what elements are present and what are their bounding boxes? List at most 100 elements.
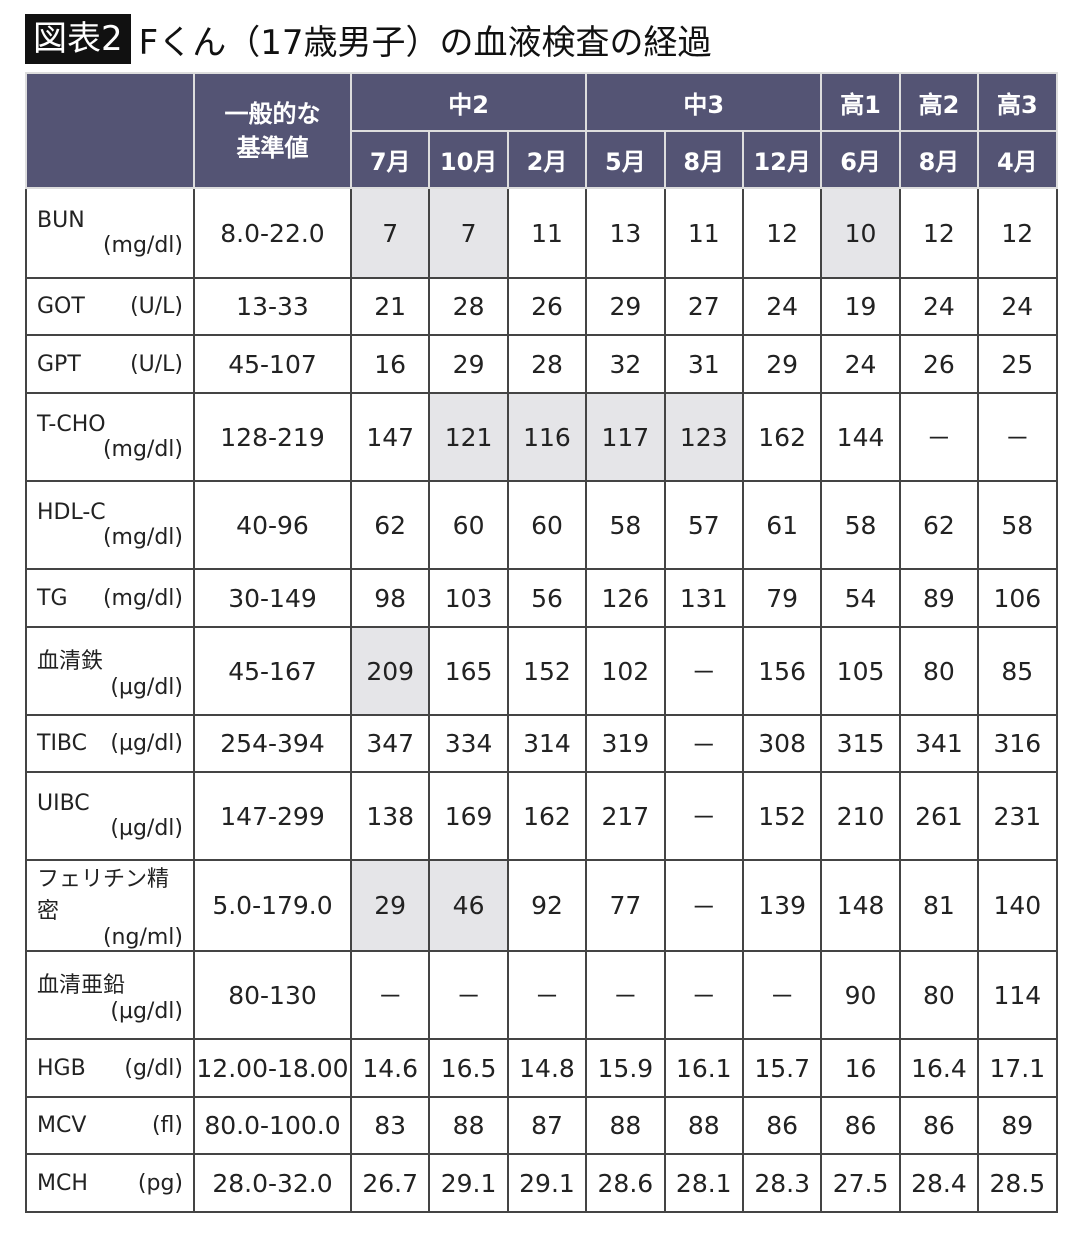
value-cell: 144 [820, 392, 901, 482]
value-cell: － [663, 626, 744, 716]
row-name: フェリチン精密 [37, 867, 170, 924]
value-cell: 10 [820, 187, 901, 279]
reference-range: 30-149 [193, 568, 352, 628]
value-cell: － [663, 950, 744, 1040]
value-cell: 162 [741, 392, 823, 482]
row-unit: (µg/dl) [110, 998, 183, 1024]
row-label: フェリチン精密 (ng/ml) [25, 859, 195, 952]
value-cell: 138 [349, 771, 431, 861]
header-row-groups: 一般的な 基準値 中2 中3 高1 高2 高3 [25, 72, 1058, 189]
reference-range: 128-219 [193, 392, 352, 482]
value-cell: 117 [585, 392, 666, 482]
value-cell: 26.7 [349, 1153, 431, 1213]
value-cell: 25 [977, 334, 1058, 394]
value-cell: 83 [349, 1096, 431, 1155]
reference-range: 12.00-18.00 [193, 1038, 352, 1098]
value-cell: 60 [428, 480, 509, 570]
table-row: TIBC (µg/dl) 254-394 347 334 314 319 － 308 315 341… [25, 714, 1058, 773]
header-month: 12月 [741, 130, 823, 189]
table-row: MCV (fl) 80.0-100.0 83 88 87 88 88 86 86 86 89 [25, 1096, 1058, 1155]
reference-range: 8.0-22.0 [193, 187, 352, 279]
value-cell: 140 [977, 859, 1058, 952]
value-cell: 29.1 [506, 1153, 588, 1213]
value-cell: 15.7 [741, 1038, 823, 1098]
value-cell: 106 [977, 568, 1058, 628]
header-row-months: 7月 10月 2月 5月 8月 12月 6月 8月 4月 [26, 130, 1058, 189]
row-label: MCH (pg) [25, 1153, 195, 1213]
value-cell: 46 [428, 859, 509, 952]
value-cell: 121 [428, 392, 509, 482]
header-month: 4月 [977, 130, 1058, 189]
value-cell: 316 [977, 714, 1058, 773]
header-group: 高1 [820, 72, 901, 132]
value-cell: 62 [349, 480, 431, 570]
header-group: 中3 [585, 72, 823, 132]
value-cell: 24 [741, 277, 823, 336]
value-cell: 126 [585, 568, 666, 628]
reference-range: 5.0-179.0 [193, 859, 352, 952]
row-label: 血清鉄 (µg/dl) [25, 626, 195, 716]
value-cell: 85 [977, 626, 1058, 716]
reference-range: 80-130 [193, 950, 352, 1040]
value-cell: 13 [585, 187, 666, 279]
header-month: 5月 [585, 130, 666, 189]
reference-range: 45-167 [193, 626, 352, 716]
value-cell: 54 [820, 568, 901, 628]
value-cell: 314 [506, 714, 588, 773]
row-unit: (pg) [137, 1170, 183, 1196]
row-label: BUN (mg/dl) [25, 187, 195, 279]
value-cell: 16.4 [898, 1038, 980, 1098]
row-label-line: GPT (U/L) [37, 352, 183, 377]
row-unit: (mg/dl) [102, 437, 183, 462]
value-cell: 56 [506, 568, 588, 628]
value-cell: 29 [585, 277, 666, 336]
value-cell: 86 [820, 1096, 901, 1155]
value-cell: 79 [741, 568, 823, 628]
header-month: 6月 [820, 130, 901, 189]
row-label: UIBC (µg/dl) [25, 771, 195, 861]
value-cell: 114 [977, 950, 1058, 1040]
table-row: TG (mg/dl) 30-149 98 103 56 126 131 79 54 89 106 [25, 568, 1058, 628]
row-label: HDL-C (mg/dl) [25, 480, 195, 570]
value-cell: 86 [741, 1096, 823, 1155]
header-month: 7月 [349, 130, 431, 189]
value-cell: 105 [820, 626, 901, 716]
row-label-line: TG (mg/dl) [37, 586, 183, 611]
row-unit: (µg/dl) [110, 731, 183, 756]
table-row: GPT (U/L) 45-107 16 29 28 32 31 29 24 26 25 [25, 334, 1058, 394]
table-row: 血清亜鉛 (µg/dl) 80-130 －－－－－－ 90 80 114 [25, 950, 1058, 1040]
value-cell: 103 [428, 568, 509, 628]
value-cell: 27 [663, 277, 744, 336]
row-name: BUN [37, 208, 85, 233]
value-cell: － [428, 950, 509, 1040]
value-cell: 148 [820, 859, 901, 952]
value-cell: 28.3 [741, 1153, 823, 1213]
row-name: GPT [37, 351, 81, 377]
row-label-line: TIBC (µg/dl) [37, 731, 183, 756]
value-cell: 24 [820, 334, 901, 394]
row-name: T-CHO [37, 412, 106, 437]
value-cell: 162 [506, 771, 588, 861]
blood-test-table: 一般的な 基準値 中2 中3 高1 高2 高3 7月 10月 2月 5月 8月 12月 6月 8月 4月 B… [25, 72, 1058, 1213]
row-label-line: MCH (pg) [37, 1171, 183, 1196]
value-cell: 29 [741, 334, 823, 394]
value-cell: 28 [506, 334, 588, 394]
value-cell: 21 [349, 277, 431, 336]
row-label: MCV (fl) [25, 1096, 195, 1155]
figure-title-text: Fくん（17歳男子）の血液検査の経過 [138, 22, 712, 63]
row-name: UIBC [37, 791, 90, 816]
row-label: GPT (U/L) [25, 334, 195, 394]
value-cell: 102 [585, 626, 666, 716]
row-unit: (µg/dl) [110, 674, 183, 700]
value-cell: 315 [820, 714, 901, 773]
value-cell: 169 [428, 771, 509, 861]
header-group: 高2 [898, 72, 980, 132]
value-cell: 341 [898, 714, 980, 773]
value-cell: － [585, 950, 666, 1040]
value-cell: 16 [820, 1038, 901, 1098]
row-unit: (U/L) [130, 351, 183, 377]
value-cell: － [977, 392, 1058, 482]
value-cell: 152 [506, 626, 588, 716]
header-month: 8月 [663, 130, 744, 189]
row-label: TIBC (µg/dl) [25, 714, 195, 773]
